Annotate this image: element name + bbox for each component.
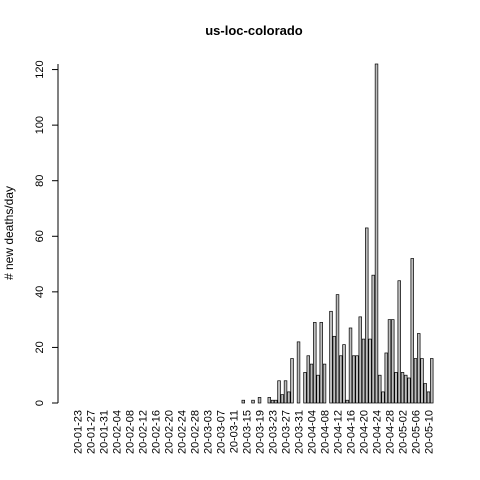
- bar: [251, 399, 255, 404]
- x-tick-label: 20-04-08: [320, 410, 332, 454]
- y-tick-label: 60: [34, 230, 46, 242]
- bar: [329, 310, 333, 404]
- bar: [355, 355, 359, 404]
- bar: [426, 391, 431, 404]
- bar: [365, 227, 369, 404]
- bar: [368, 338, 372, 404]
- bar: [397, 280, 401, 404]
- bar: [352, 355, 356, 404]
- bar: [391, 319, 395, 404]
- x-tick-label: 20-04-24: [372, 410, 384, 454]
- x-tick-label: 20-02-08: [125, 410, 137, 454]
- bar: [309, 363, 314, 404]
- bar: [241, 399, 245, 404]
- bar: [296, 341, 301, 404]
- bar: [381, 391, 385, 404]
- x-tick-label: 20-01-31: [99, 410, 111, 454]
- bar: [348, 327, 353, 404]
- bar: [423, 383, 427, 404]
- x-tick-label: 20-03-07: [216, 410, 228, 454]
- y-tick-label: 80: [34, 175, 46, 187]
- x-tick-label: 20-02-24: [177, 410, 189, 454]
- bar: [430, 358, 434, 404]
- chart-title: us-loc-colorado: [205, 23, 303, 38]
- bar: [316, 374, 320, 404]
- x-tick-label: 20-02-12: [138, 410, 150, 454]
- x-tick-label: 20-04-04: [307, 410, 319, 454]
- x-tick-label: 20-02-16: [151, 410, 163, 454]
- x-tick-label: 20-03-23: [268, 410, 280, 454]
- bar: [267, 397, 271, 404]
- x-tick-label: 20-02-04: [112, 410, 124, 454]
- bars: [241, 63, 434, 404]
- bar: [335, 294, 340, 404]
- bar: [387, 319, 392, 404]
- bar: [400, 372, 405, 404]
- bar: [290, 358, 294, 404]
- bar: [404, 374, 408, 404]
- x-tick-label: 20-05-10: [423, 410, 435, 454]
- bar: [277, 380, 281, 404]
- x-tick-label: 20-04-16: [346, 410, 358, 454]
- bar: [358, 316, 362, 404]
- bar: [420, 358, 424, 404]
- bar: [374, 63, 379, 404]
- x-tick-label: 20-04-20: [359, 410, 371, 454]
- bar: [345, 399, 349, 404]
- bar: [371, 274, 375, 404]
- bar: [313, 322, 317, 404]
- bar: [417, 333, 421, 404]
- bar: [413, 358, 418, 404]
- bar: [339, 355, 343, 404]
- x-tick-label: 20-02-20: [164, 410, 176, 454]
- x-tick-label: 20-04-28: [385, 410, 397, 454]
- x-tick-label: 20-03-11: [229, 410, 241, 453]
- x-tick-label: 20-03-03: [203, 410, 215, 454]
- bar: [394, 372, 398, 404]
- x-axis: 20-01-23 20-01-27 20-01-31 20-02-04 20-02-08…: [73, 410, 436, 454]
- bar: [384, 352, 388, 404]
- x-tick-label: 20-05-02: [398, 410, 410, 454]
- bar: [270, 399, 275, 404]
- x-tick-label: 20-03-19: [255, 410, 267, 454]
- x-tick-label: 20-01-23: [73, 410, 85, 454]
- bar: [283, 380, 288, 404]
- bar: [257, 397, 262, 404]
- bar: [319, 322, 323, 404]
- bar: [274, 399, 278, 404]
- y-tick-label: 120: [34, 60, 46, 78]
- bar: [361, 338, 366, 404]
- y-axis: 0 20 40 60 80 100 120: [34, 60, 58, 406]
- bar: [410, 258, 414, 404]
- x-tick-label: 20-03-15: [242, 410, 254, 454]
- x-tick-label: 20-05-06: [410, 410, 422, 454]
- bar: [332, 335, 336, 404]
- y-tick-label: 20: [34, 341, 46, 353]
- y-tick-label: 100: [34, 116, 46, 134]
- bar: [342, 344, 346, 404]
- x-tick-label: 20-03-31: [294, 410, 306, 454]
- x-tick-label: 20-02-28: [190, 410, 202, 454]
- x-tick-label: 20-03-27: [281, 410, 293, 454]
- x-tick-label: 20-01-27: [86, 410, 98, 454]
- bar: [287, 391, 291, 404]
- y-axis-label: # new deaths/day: [2, 186, 16, 280]
- bar: [303, 372, 307, 404]
- x-tick-label: 20-04-12: [333, 410, 345, 454]
- bar: [322, 363, 327, 404]
- y-tick-label: 0: [34, 400, 46, 406]
- bar: [306, 355, 310, 404]
- bar: [280, 394, 284, 404]
- bar: [407, 377, 411, 404]
- y-tick-label: 40: [34, 286, 46, 298]
- bar: [378, 374, 382, 404]
